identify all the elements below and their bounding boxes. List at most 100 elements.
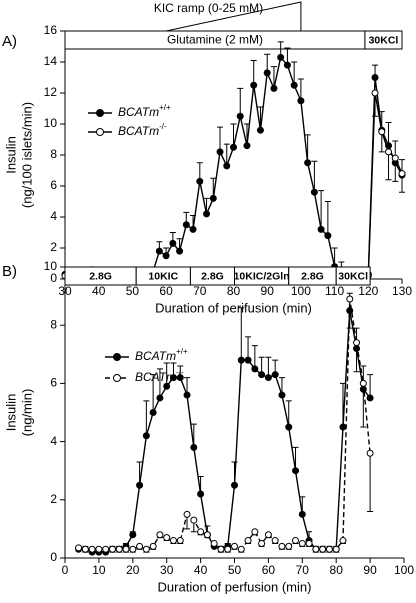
x-tick-label: 130 — [392, 284, 412, 298]
legend-marker — [113, 353, 121, 361]
data-point — [243, 142, 251, 150]
data-point — [292, 467, 300, 475]
x-axis-title: Duration of perfusion (min) — [158, 579, 312, 594]
condition-bar — [364, 30, 403, 50]
condition-label: 2.8G — [89, 270, 112, 282]
x-tick-label: 0 — [62, 563, 69, 577]
legend-label: BCATm-/- — [118, 122, 167, 138]
data-point — [209, 194, 217, 202]
y-tick-label: 6 — [50, 376, 57, 390]
x-tick-label: 110 — [325, 284, 344, 298]
data-point — [277, 53, 285, 61]
y-axis-title: (ng/min) — [19, 389, 34, 437]
data-point — [366, 449, 374, 457]
data-point — [183, 510, 191, 518]
data-point — [297, 97, 305, 105]
x-tick-label: 20 — [126, 563, 140, 577]
legend-marker — [96, 109, 104, 117]
condition-label: 2.8G — [301, 270, 324, 282]
error-bar — [163, 362, 170, 387]
legend-name: BCATm — [118, 105, 159, 119]
data-point — [129, 545, 137, 553]
data-point — [88, 545, 96, 553]
y-tick-label: 10 — [44, 259, 58, 273]
data-point — [271, 537, 279, 545]
data-point — [142, 545, 150, 553]
x-tick-label: 10 — [92, 563, 106, 577]
data-point — [271, 371, 279, 379]
series-line — [78, 298, 371, 551]
data-point — [391, 154, 399, 162]
data-point — [264, 531, 272, 539]
data-point — [278, 542, 286, 550]
data-point — [258, 539, 266, 547]
x-tick-label: 100 — [394, 563, 414, 577]
data-point — [371, 89, 379, 97]
legend-label: BCATm-/- — [135, 368, 184, 384]
data-point — [163, 382, 171, 390]
data-point — [319, 545, 327, 553]
data-point — [223, 162, 231, 170]
y-tick-label: 0 — [50, 550, 57, 564]
series — [61, 41, 406, 278]
data-point — [298, 539, 306, 547]
error-bar — [150, 374, 157, 413]
condition-label: 10KIC — [148, 270, 178, 282]
data-point — [270, 84, 278, 92]
data-point — [176, 374, 184, 382]
data-point — [285, 542, 293, 550]
data-point — [298, 510, 306, 518]
data-point — [203, 210, 211, 218]
condition-label: 30KCl — [369, 34, 399, 46]
y-tick-label: 8 — [50, 147, 57, 161]
data-point — [189, 225, 197, 233]
data-point — [305, 539, 313, 547]
data-point — [196, 177, 204, 185]
error-bar — [385, 151, 392, 181]
y-axis-title: Insulin — [3, 136, 18, 174]
data-point — [237, 356, 245, 364]
error-bar — [251, 345, 258, 369]
x-tick-label: 70 — [296, 563, 310, 577]
data-point — [197, 490, 205, 498]
data-point — [251, 365, 259, 373]
data-point — [163, 534, 171, 542]
series-line — [78, 310, 371, 553]
x-axis-title: Duration of perifusion (min) — [155, 300, 312, 315]
data-point — [250, 81, 258, 89]
data-point — [230, 143, 237, 151]
data-point — [290, 81, 298, 89]
panel-label: B) — [2, 263, 17, 280]
error-bar — [392, 158, 399, 182]
data-point — [324, 232, 332, 240]
x-tick-label: 80 — [330, 563, 344, 577]
error-bar — [223, 143, 230, 166]
data-point — [149, 542, 157, 550]
data-point — [169, 374, 177, 382]
x-tick-label: 40 — [92, 284, 106, 298]
data-point — [136, 481, 144, 489]
legend-superscript: -/- — [176, 368, 184, 377]
data-point — [263, 69, 271, 77]
error-bar — [360, 383, 367, 428]
ramp-triangle — [165, 1, 302, 32]
error-bar — [237, 87, 244, 117]
legend-superscript: +/+ — [176, 347, 188, 356]
data-point — [216, 148, 224, 156]
data-point — [149, 409, 157, 416]
legend-name: BCATm — [135, 370, 176, 384]
error-bar — [367, 374, 374, 398]
data-point — [217, 545, 225, 553]
data-point — [385, 148, 393, 156]
x-tick-label: 60 — [262, 563, 276, 577]
legend-label: BCATm+/+ — [135, 347, 188, 363]
x-tick-label: 100 — [291, 284, 311, 298]
error-bar — [385, 121, 392, 146]
x-tick-label: 90 — [363, 563, 377, 577]
y-tick-label: 2 — [50, 240, 57, 254]
y-tick-label: 10 — [44, 116, 58, 130]
data-point — [371, 74, 379, 81]
data-point — [210, 539, 218, 547]
x-tick-label: 80 — [227, 284, 241, 298]
